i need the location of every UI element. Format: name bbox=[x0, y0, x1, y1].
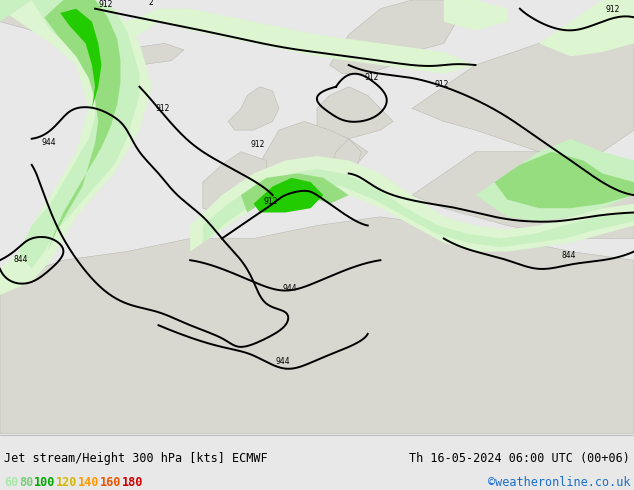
Text: 912: 912 bbox=[605, 5, 620, 14]
Text: 912: 912 bbox=[434, 80, 449, 89]
Polygon shape bbox=[60, 9, 101, 130]
Text: 944: 944 bbox=[41, 138, 56, 147]
Text: 140: 140 bbox=[78, 476, 100, 489]
Text: 912: 912 bbox=[263, 197, 278, 206]
Text: 944: 944 bbox=[282, 284, 297, 293]
Text: 912: 912 bbox=[155, 103, 170, 113]
Polygon shape bbox=[330, 0, 456, 74]
Polygon shape bbox=[241, 173, 349, 213]
Text: Jet stream/Height 300 hPa [kts] ECMWF: Jet stream/Height 300 hPa [kts] ECMWF bbox=[4, 452, 268, 465]
Text: 80: 80 bbox=[19, 476, 34, 489]
Polygon shape bbox=[0, 217, 634, 434]
Polygon shape bbox=[190, 156, 634, 251]
Text: 844: 844 bbox=[14, 255, 29, 265]
Polygon shape bbox=[330, 139, 361, 182]
Polygon shape bbox=[44, 0, 120, 251]
Polygon shape bbox=[412, 9, 634, 152]
Text: 844: 844 bbox=[561, 251, 576, 260]
Text: 912: 912 bbox=[250, 140, 265, 148]
Polygon shape bbox=[317, 87, 393, 139]
Polygon shape bbox=[0, 0, 152, 295]
Polygon shape bbox=[19, 0, 139, 269]
Text: 912: 912 bbox=[98, 0, 113, 8]
Text: Th 16-05-2024 06:00 UTC (00+06): Th 16-05-2024 06:00 UTC (00+06) bbox=[409, 452, 630, 465]
Polygon shape bbox=[495, 152, 634, 208]
Polygon shape bbox=[539, 0, 634, 56]
Text: 2: 2 bbox=[149, 0, 153, 7]
Text: 160: 160 bbox=[100, 476, 121, 489]
Text: 912: 912 bbox=[365, 73, 379, 82]
Polygon shape bbox=[254, 178, 323, 213]
Text: 100: 100 bbox=[34, 476, 56, 489]
Text: 120: 120 bbox=[56, 476, 77, 489]
Text: 60: 60 bbox=[4, 476, 18, 489]
Polygon shape bbox=[0, 0, 32, 22]
Text: ©weatheronline.co.uk: ©weatheronline.co.uk bbox=[488, 476, 630, 489]
Polygon shape bbox=[476, 139, 634, 221]
Polygon shape bbox=[444, 0, 507, 30]
Polygon shape bbox=[203, 169, 634, 247]
Polygon shape bbox=[228, 87, 279, 130]
Polygon shape bbox=[203, 152, 266, 217]
Polygon shape bbox=[412, 152, 634, 239]
Text: 944: 944 bbox=[276, 357, 290, 366]
Polygon shape bbox=[127, 9, 476, 74]
Polygon shape bbox=[114, 43, 184, 65]
Polygon shape bbox=[0, 0, 95, 30]
Text: 180: 180 bbox=[122, 476, 143, 489]
Polygon shape bbox=[254, 122, 368, 195]
